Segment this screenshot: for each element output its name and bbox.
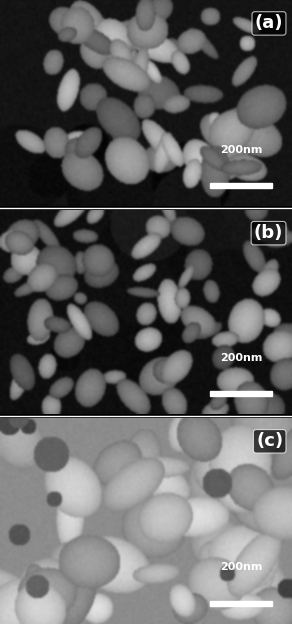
Text: 200nm: 200nm — [220, 353, 262, 363]
Text: 200nm: 200nm — [220, 145, 262, 155]
Text: (c): (c) — [256, 432, 283, 451]
FancyArrow shape — [210, 183, 272, 188]
Text: (a): (a) — [255, 14, 283, 32]
FancyArrow shape — [210, 391, 272, 396]
Text: 200nm: 200nm — [220, 562, 262, 572]
FancyArrow shape — [210, 601, 272, 606]
Text: (b): (b) — [254, 224, 283, 242]
